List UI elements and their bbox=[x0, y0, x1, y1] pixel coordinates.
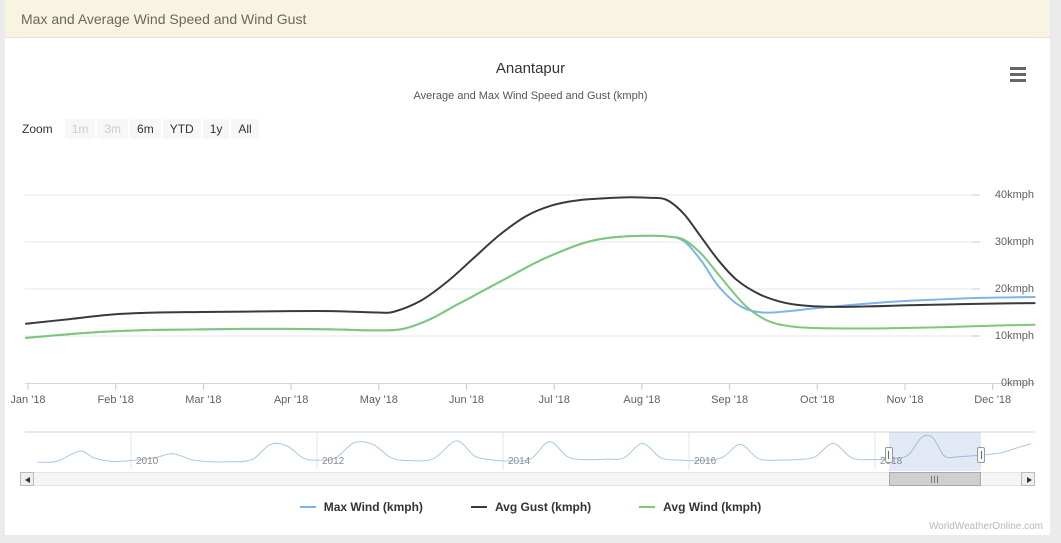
thumb-grip-icon bbox=[934, 475, 936, 483]
y-axis-label: 10kmph bbox=[994, 330, 1034, 342]
y-axis-label: 0kmph bbox=[1000, 377, 1034, 389]
legend-line-icon bbox=[470, 506, 487, 508]
x-axis-label: Nov '18 bbox=[886, 394, 924, 406]
page-header-title: Max and Average Wind Speed and Wind Gust bbox=[21, 10, 307, 27]
zoom-buttons-group: 1m 3m 6m YTD 1y All bbox=[64, 119, 261, 139]
hamburger-icon bbox=[1010, 66, 1026, 70]
export-menu-button[interactable] bbox=[1006, 64, 1030, 84]
x-axis-label: Sep '18 bbox=[711, 394, 749, 406]
y-axis-label: 20kmph bbox=[994, 283, 1034, 295]
zoom-button-all[interactable]: All bbox=[231, 119, 259, 139]
navigator-year-label: 2016 bbox=[694, 456, 717, 467]
x-axis-label: Apr '18 bbox=[273, 394, 309, 406]
zoom-button-6m[interactable]: 6m bbox=[130, 119, 161, 139]
x-axis-label: Oct '18 bbox=[800, 394, 835, 406]
scrollbar-track[interactable] bbox=[20, 472, 1035, 486]
legend-label: Avg Gust (kmph) bbox=[494, 500, 592, 514]
arrow-left-icon bbox=[25, 476, 30, 483]
chart-subtitle: Average and Max Wind Speed and Gust (kmp… bbox=[413, 90, 648, 102]
range-selector: Zoom 1m 3m 6m YTD 1y All bbox=[22, 119, 261, 139]
navigator-year-label: 2012 bbox=[322, 456, 345, 467]
series-line-max-wind-kmph bbox=[25, 234, 1036, 339]
watermark: WorldWeatherOnline.com bbox=[928, 521, 1043, 532]
legend-item-max-wind-kmph[interactable]: Max Wind (kmph) bbox=[299, 500, 423, 514]
zoom-button-1y[interactable]: 1y bbox=[202, 119, 230, 139]
y-axis-label: 30kmph bbox=[994, 236, 1034, 248]
x-axis-label: Feb '18 bbox=[97, 394, 134, 406]
navigator-year-label: 2010 bbox=[136, 456, 159, 467]
hamburger-icon bbox=[1010, 78, 1026, 82]
handle-grip-icon bbox=[980, 451, 982, 459]
legend-item-avg-gust-kmph[interactable]: Avg Gust (kmph) bbox=[470, 500, 592, 514]
x-axis-label: Dec '18 bbox=[974, 394, 1012, 406]
zoom-label: Zoom bbox=[22, 122, 53, 136]
legend-line-icon bbox=[299, 506, 316, 508]
zoom-button-ytd[interactable]: YTD bbox=[162, 119, 201, 139]
y-axis-label: 40kmph bbox=[994, 189, 1034, 201]
navigator-series-line bbox=[37, 434, 1032, 463]
x-axis-label: Jan '18 bbox=[10, 394, 46, 406]
x-axis-label: May '18 bbox=[359, 394, 398, 406]
scrollbar-right-button[interactable] bbox=[1021, 472, 1035, 486]
x-axis-label: Aug '18 bbox=[623, 394, 661, 406]
scrollbar-thumb[interactable] bbox=[888, 472, 981, 486]
legend-label: Max Wind (kmph) bbox=[323, 500, 423, 514]
navigator-selected-range[interactable] bbox=[888, 432, 981, 471]
handle-grip-icon bbox=[888, 451, 890, 459]
legend-line-icon bbox=[639, 506, 656, 508]
series-line-avg-wind-kmph bbox=[25, 234, 1036, 339]
x-axis-label: Mar '18 bbox=[185, 394, 222, 406]
hamburger-icon bbox=[1010, 72, 1026, 76]
zoom-button-3m: 3m bbox=[97, 119, 129, 139]
series-line-avg-gust-kmph bbox=[25, 196, 1036, 325]
legend-item-avg-wind-kmph[interactable]: Avg Wind (kmph) bbox=[639, 500, 761, 514]
navigator-handle-left[interactable] bbox=[884, 447, 893, 463]
chart-title: Anantapur bbox=[495, 60, 566, 77]
navigator-year-label: 2014 bbox=[508, 456, 531, 467]
arrow-right-icon bbox=[1027, 476, 1032, 483]
zoom-button-1m: 1m bbox=[64, 119, 96, 139]
scrollbar-left-button[interactable] bbox=[20, 472, 34, 486]
thumb-grip-icon bbox=[931, 475, 933, 483]
x-axis-label: Jul '18 bbox=[538, 394, 570, 406]
x-axis-label: Jun '18 bbox=[448, 394, 485, 406]
legend-label: Avg Wind (kmph) bbox=[663, 500, 762, 514]
page-header: Max and Average Wind Speed and Wind Gust bbox=[5, 0, 1050, 38]
thumb-grip-icon bbox=[937, 475, 939, 483]
chart-legend: Max Wind (kmph) Avg Gust (kmph) Avg Wind (… bbox=[0, 500, 1061, 514]
navigator-handle-right[interactable] bbox=[977, 447, 986, 463]
